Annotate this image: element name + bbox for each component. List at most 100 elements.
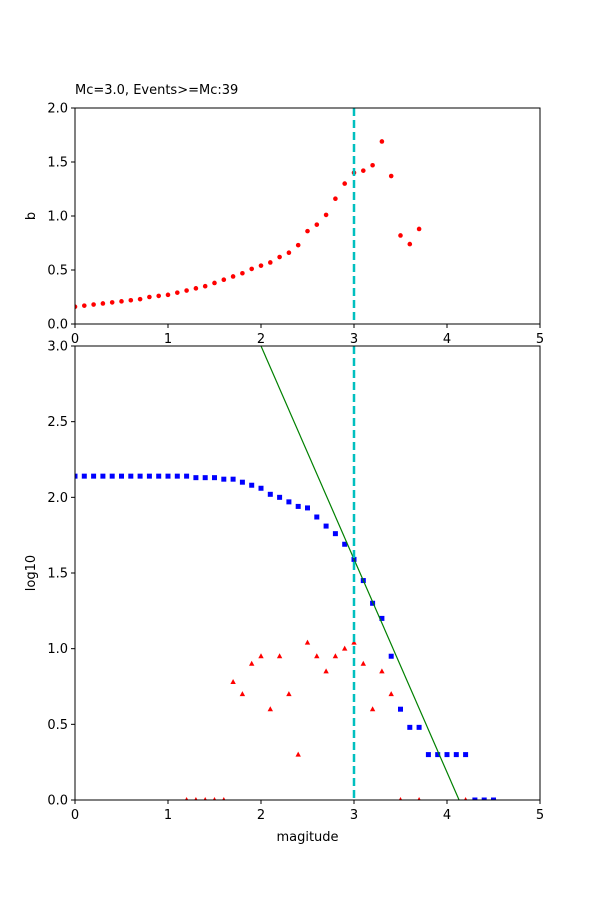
x-tick-label: 0 (71, 808, 79, 823)
point (398, 233, 403, 238)
point (453, 752, 459, 758)
x-tick-label: 5 (536, 332, 544, 347)
point (342, 645, 348, 651)
point (491, 797, 496, 800)
point (463, 752, 469, 758)
point (194, 797, 198, 800)
point (332, 531, 338, 537)
point (165, 473, 171, 479)
point (323, 668, 329, 674)
fit-line (260, 346, 460, 800)
point (398, 706, 403, 712)
point (323, 523, 329, 529)
point (388, 691, 394, 697)
point (332, 653, 339, 659)
point (212, 797, 217, 800)
point (295, 242, 301, 248)
point (342, 181, 348, 186)
point (286, 250, 292, 256)
point (425, 752, 431, 758)
x-tick-label: 4 (443, 332, 451, 347)
point (379, 615, 385, 621)
point (156, 473, 162, 479)
point (165, 292, 171, 298)
point (249, 266, 254, 272)
point (239, 479, 245, 485)
point (333, 196, 338, 202)
point (277, 254, 282, 260)
x-tick-label: 1 (164, 808, 172, 823)
point (146, 473, 152, 479)
point (221, 476, 227, 482)
point (184, 288, 189, 293)
point (137, 296, 143, 302)
x-tick-label: 5 (536, 808, 544, 823)
point (314, 514, 320, 520)
point (360, 660, 366, 666)
y-tick-label: 1.5 (47, 156, 68, 171)
point (184, 473, 190, 479)
point (369, 706, 376, 712)
point (286, 691, 292, 697)
y-tick-label: 0.0 (47, 318, 68, 333)
point (184, 797, 189, 800)
point (407, 724, 413, 730)
point (379, 668, 385, 674)
x-tick-label: 3 (350, 808, 358, 823)
plot-area (75, 346, 496, 800)
point (91, 473, 97, 479)
point (82, 303, 87, 308)
point (258, 263, 264, 268)
point (305, 228, 310, 234)
x-tick-label: 4 (443, 808, 451, 823)
plot-area (75, 108, 422, 324)
y-axis-label: log10 (24, 555, 39, 591)
point (230, 274, 236, 279)
y-tick-label: 1.5 (47, 567, 68, 582)
x-tick-label: 2 (257, 332, 265, 347)
point (193, 475, 199, 481)
point (81, 473, 87, 479)
y-tick-label: 2.0 (47, 491, 68, 506)
point (137, 473, 143, 479)
point (147, 294, 152, 300)
point (370, 162, 375, 168)
x-tick-label: 1 (164, 332, 172, 347)
point (193, 286, 199, 291)
point (286, 499, 292, 505)
point (472, 797, 478, 800)
point (128, 473, 134, 479)
point (388, 173, 394, 179)
point (100, 301, 106, 306)
point (109, 473, 115, 479)
point (174, 473, 180, 479)
point (267, 706, 273, 712)
y-tick-label: 2.0 (47, 102, 68, 117)
point (276, 653, 283, 659)
point (323, 212, 329, 218)
point (249, 660, 255, 666)
point (268, 260, 273, 265)
point (388, 653, 394, 659)
point (100, 473, 106, 479)
point (398, 797, 403, 800)
point (407, 241, 413, 247)
point (444, 752, 450, 758)
point (435, 752, 441, 758)
point (75, 473, 78, 479)
point (230, 678, 236, 684)
point (128, 297, 134, 303)
point (109, 300, 115, 305)
point (249, 482, 255, 488)
point (119, 299, 124, 304)
point (221, 277, 227, 283)
point (416, 226, 422, 232)
point (304, 639, 311, 645)
y-tick-label: 2.5 (47, 415, 68, 430)
y-tick-label: 0.0 (47, 794, 68, 809)
point (342, 541, 348, 547)
point (416, 724, 422, 730)
point (240, 270, 245, 276)
